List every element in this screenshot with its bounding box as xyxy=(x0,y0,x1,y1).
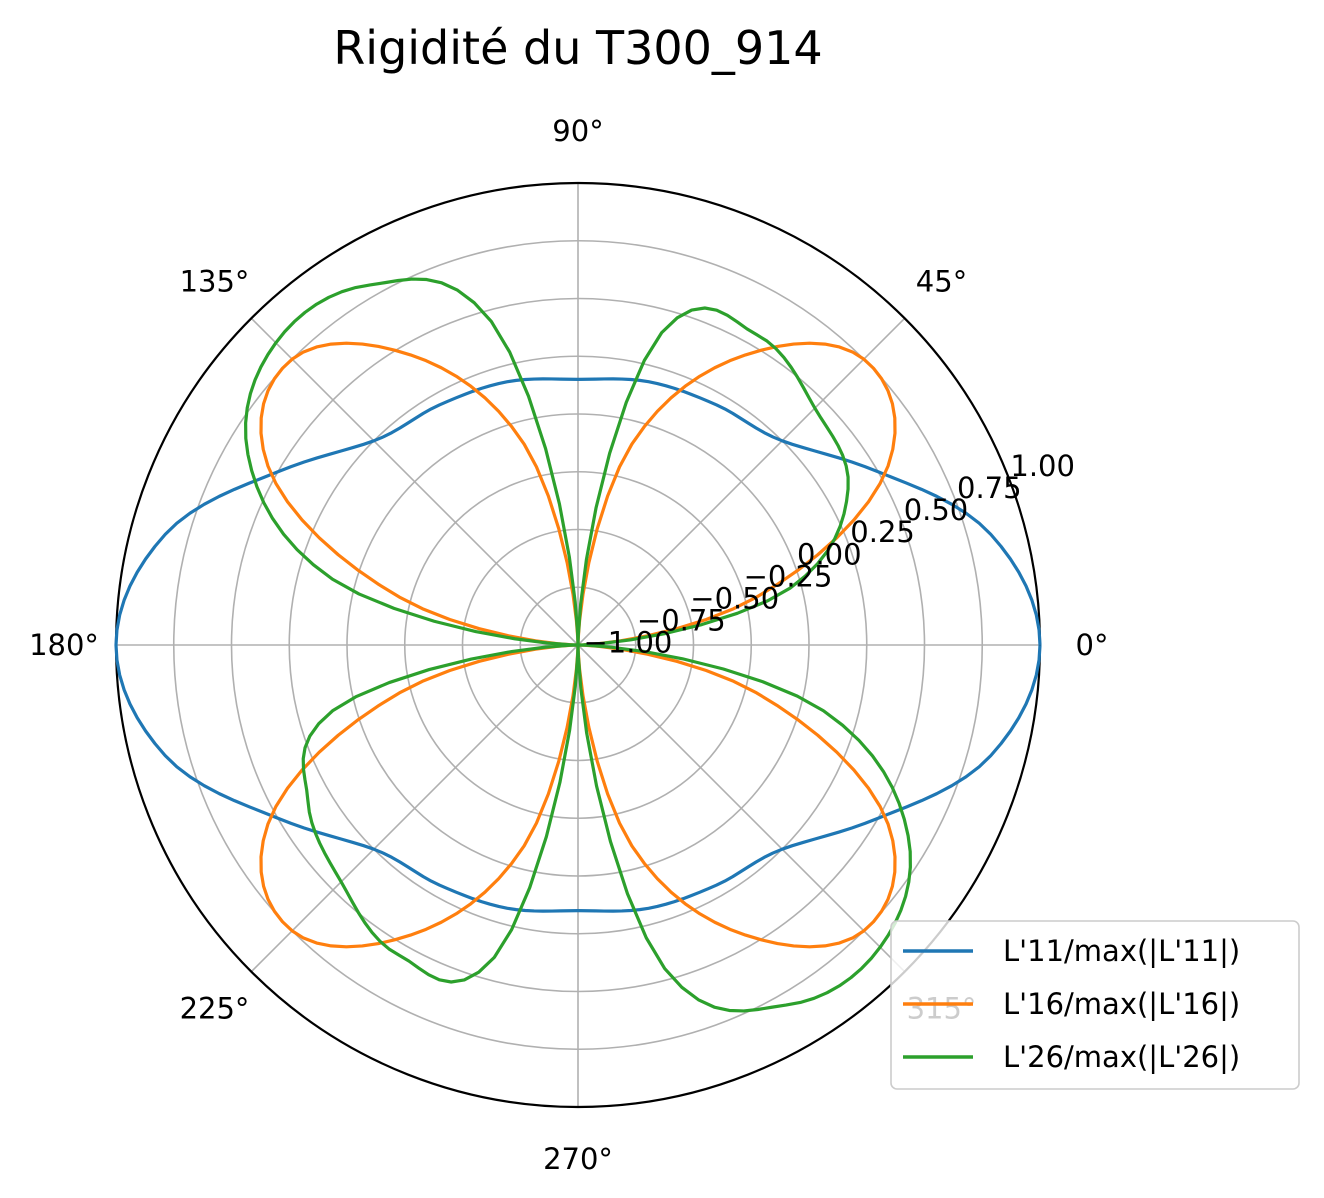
legend-label: L'11/max(|L'11|) xyxy=(1003,934,1240,968)
legend-box xyxy=(890,920,1300,1090)
theta-tick-label: 90° xyxy=(552,114,603,148)
r-tick-label: 0.00 xyxy=(797,537,862,571)
r-tick-label: 1.00 xyxy=(1010,449,1075,483)
series-line-3 xyxy=(244,277,912,1013)
r-tick-labels: −1.00−0.75−0.50−0.250.000.250.500.751.00 xyxy=(584,449,1075,660)
r-tick-label: −0.75 xyxy=(637,604,726,638)
grid-spoke xyxy=(250,317,579,646)
theta-tick-label: 135° xyxy=(180,265,250,299)
grid-spoke xyxy=(577,644,906,973)
theta-tick-label: 270° xyxy=(543,1142,613,1176)
grid-spoke xyxy=(250,644,579,973)
theta-tick-label: 180° xyxy=(29,628,99,662)
theta-tick-label: 225° xyxy=(180,992,250,1026)
legend-label: L'26/max(|L'26|) xyxy=(1003,1040,1240,1074)
theta-tick-label: 45° xyxy=(916,265,967,299)
series-layer xyxy=(114,277,1042,1013)
theta-tick-label: 0° xyxy=(1076,628,1109,662)
legend: L'11/max(|L'11|) L'16/max(|L'16|) L'26/max… xyxy=(890,920,1300,1090)
legend-label: L'16/max(|L'16|) xyxy=(1003,987,1240,1021)
grid-spoke xyxy=(577,317,906,646)
chart-title: Rigidité du T300_914 xyxy=(333,21,822,75)
r-tick-label: 0.75 xyxy=(957,471,1022,505)
r-tick-label: 0.25 xyxy=(850,515,915,549)
r-tick-label: −0.50 xyxy=(690,582,779,616)
r-tick-label: 0.50 xyxy=(904,493,969,527)
r-tick-label: −0.25 xyxy=(744,559,833,593)
r-tick-label: −1.00 xyxy=(584,626,673,660)
series-line-1 xyxy=(114,377,1042,913)
